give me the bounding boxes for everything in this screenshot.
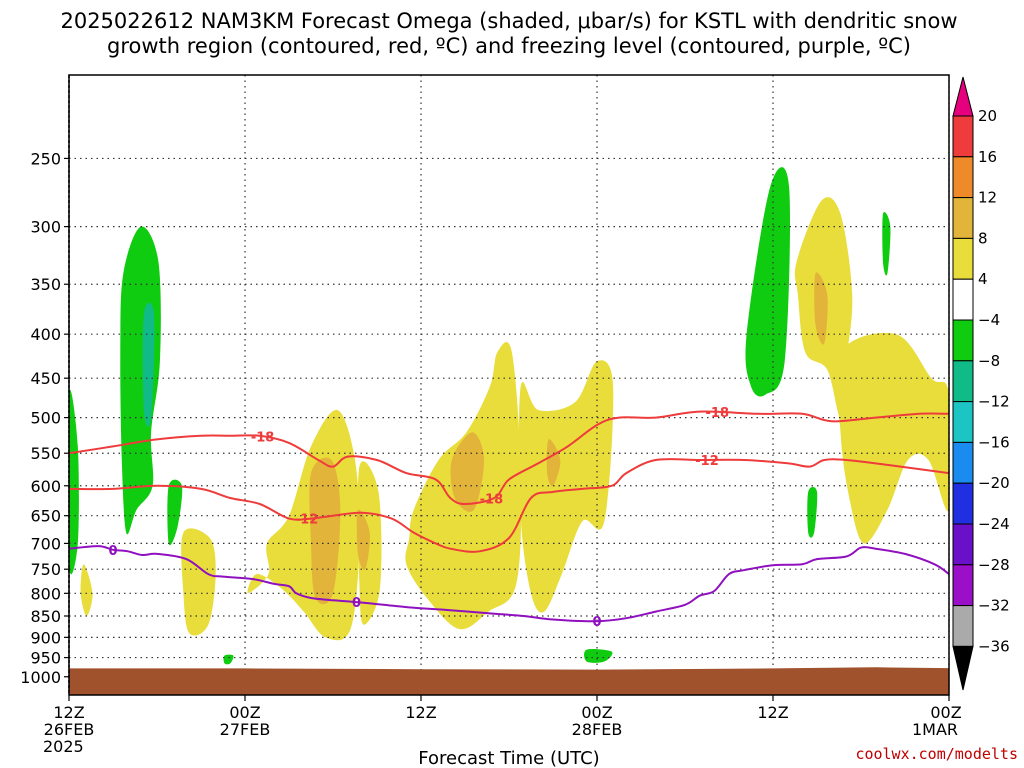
x-tick-label-5-1: 1MAR [912, 720, 958, 739]
colorbar-label-6: −8 [978, 352, 1000, 370]
colorbar-box-1 [952, 115, 974, 158]
x-tick-label-1-0: 00Z [229, 703, 260, 722]
colorbar-label-12: −32 [978, 597, 1010, 615]
omega-region-14 [69, 389, 79, 575]
colorbar-box-2 [952, 156, 974, 199]
colorbar-label-1: 16 [978, 148, 997, 166]
x-tick-label-1-1: 27FEB [220, 720, 271, 739]
x-tick-label-4-0: 12Z [757, 703, 788, 722]
colorbar-box-11 [952, 523, 974, 566]
x-tick-label-0-2: 2025 [43, 737, 84, 756]
colorbar-bottom-arrow [952, 645, 974, 691]
y-tick-label-9: 700 [30, 534, 61, 553]
colorbar-box-3 [952, 197, 974, 239]
omega-region-2 [181, 528, 216, 636]
y-tick-label-11: 800 [30, 584, 61, 603]
colorbar-label-8: −16 [978, 433, 1010, 451]
colorbar-label-3: 8 [978, 229, 988, 247]
omega-region-19 [584, 648, 613, 663]
contour-label-4: -12 [695, 454, 719, 469]
ground-fill [69, 667, 949, 695]
title-line-1: 2025022612 NAM3KM Forecast Omega (shaded… [60, 9, 957, 33]
omega-region-8 [309, 457, 341, 605]
omega-region-11 [546, 439, 561, 487]
colorbar-box-13 [952, 605, 974, 647]
contour-label-3: -18 [706, 406, 730, 421]
omega-region-16 [745, 167, 791, 397]
omega-region-18 [807, 486, 818, 538]
y-tick-label-10: 750 [30, 560, 61, 579]
contour-label-2: -18 [480, 493, 504, 508]
omega-region-12 [814, 272, 828, 345]
omega-region-15 [167, 479, 183, 546]
contour-label-1: -12 [295, 513, 319, 528]
contour-line-1 [69, 458, 949, 553]
omega-region-5 [518, 360, 614, 613]
omega-region-17 [882, 211, 891, 276]
y-tick-label-15: 1000 [20, 668, 61, 687]
y-tick-label-8: 650 [30, 507, 61, 526]
colorbar-label-7: −12 [978, 393, 1010, 411]
x-axis-label: Forecast Time (UTC) [418, 748, 599, 768]
omega-region-3 [80, 564, 93, 616]
contour-line-2 [69, 545, 949, 623]
colorbar-label-2: 12 [978, 189, 997, 207]
contour-label-6: 0 [352, 596, 361, 611]
omega-region-20 [223, 654, 234, 665]
y-tick-label-5: 500 [30, 409, 61, 428]
colorbar-box-6 [952, 319, 974, 362]
y-tick-label-3: 400 [30, 325, 61, 344]
title-line-2: growth region (contoured, red, ºC) and f… [107, 34, 911, 58]
x-tick-label-0-0: 12Z [53, 703, 84, 722]
colorbar-box-12 [952, 564, 974, 607]
y-tick-label-0: 250 [30, 149, 61, 168]
x-tick-label-0-1: 26FEB [44, 720, 95, 739]
ground-surface [69, 667, 949, 695]
colorbar-label-4: 4 [978, 270, 988, 288]
colorbar-box-5 [952, 278, 974, 321]
y-tick-label-14: 950 [30, 649, 61, 668]
colorbar-label-10: −24 [978, 515, 1010, 533]
y-tick-label-6: 550 [30, 444, 61, 463]
colorbar-box-9 [952, 441, 974, 484]
y-tick-label-1: 300 [30, 218, 61, 237]
colorbar-label-0: 20 [978, 107, 997, 125]
x-tick-label-2-0: 12Z [405, 703, 436, 722]
y-tick-label-4: 450 [30, 369, 61, 388]
omega-region-9 [356, 509, 370, 571]
colorbar-top-arrow [952, 76, 974, 117]
colorbar: 20 16 12 8 4 −4 −8 −12 −16 −20 −24 −28 −32 −36 [952, 76, 1010, 691]
plot-frame [68, 74, 950, 696]
y-tick-label-12: 850 [30, 607, 61, 626]
y-tick-label-7: 600 [30, 477, 61, 496]
x-tick-label-5-0: 00Z [930, 703, 961, 722]
colorbar-box-10 [952, 482, 974, 525]
temperature-contours: -18 -12 -18 -18 -12 0 0 0 [69, 406, 949, 630]
omega-region-7 [836, 332, 949, 544]
colorbar-label-13: −36 [978, 637, 1010, 655]
x-tick-label-3-1: 28FEB [572, 720, 623, 739]
colorbar-box-8 [952, 401, 974, 443]
contour-label-7: 0 [592, 615, 601, 630]
credit-text: coolwx.com/modelts [855, 745, 1018, 763]
grid-lines [68, 75, 950, 695]
x-tick-label-3-0: 00Z [581, 703, 612, 722]
y-tick-label-13: 900 [30, 628, 61, 647]
chart-title: 2025022612 NAM3KM Forecast Omega (shaded… [60, 9, 957, 58]
y-axis-tick-labels: 250 300 350 400 450 500 550 600 650 700 750 800 850 9… [20, 149, 69, 687]
colorbar-box-4 [952, 237, 974, 280]
omega-shading [69, 167, 949, 665]
contour-label-0: -18 [251, 431, 275, 446]
colorbar-label-11: −28 [978, 556, 1010, 574]
omega-region-21 [142, 302, 155, 427]
colorbar-box-7 [952, 360, 974, 403]
contour-line-0 [69, 410, 949, 506]
omega-region-10 [450, 432, 485, 512]
y-tick-label-2: 350 [30, 275, 61, 294]
colorbar-label-9: −20 [978, 474, 1010, 492]
colorbar-label-5: −4 [978, 311, 1000, 329]
contour-label-5: 0 [108, 544, 117, 559]
